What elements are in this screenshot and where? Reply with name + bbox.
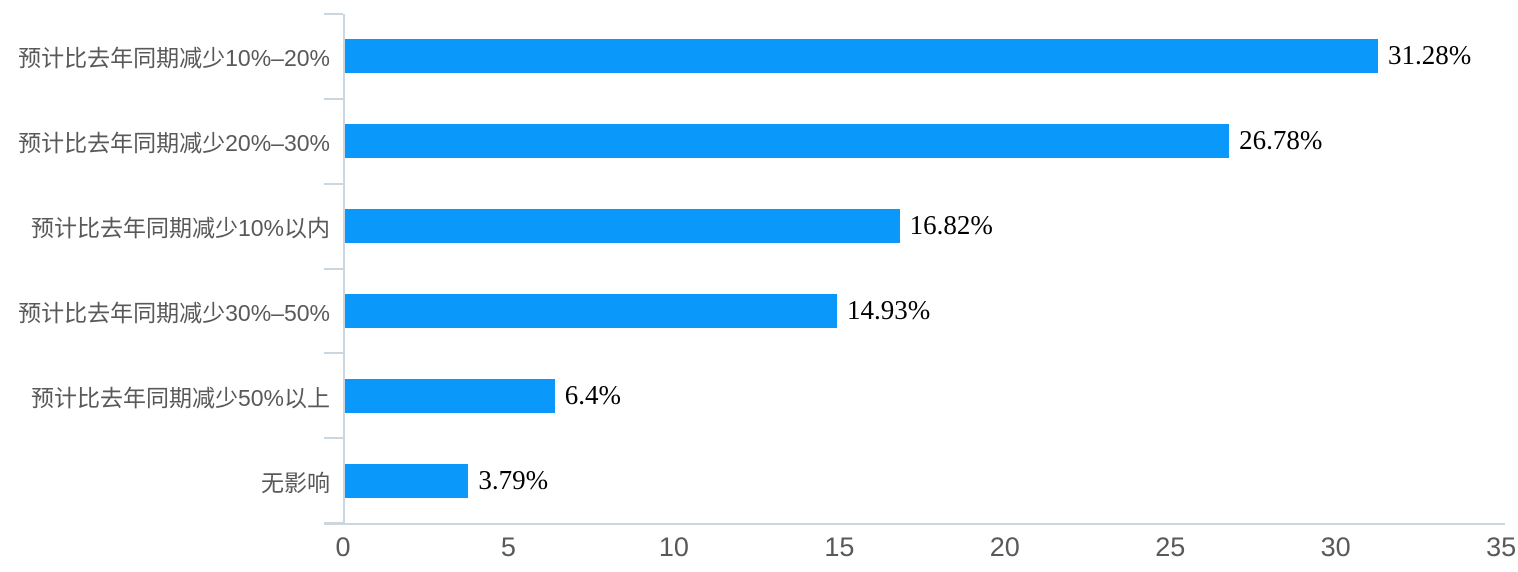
value-label: 16.82% bbox=[909, 209, 993, 240]
bar bbox=[343, 209, 900, 244]
category-label: 无影响 bbox=[261, 469, 330, 496]
x-tick-label: 10 bbox=[658, 532, 689, 562]
category-label: 预计比去年同期减少50%以上 bbox=[30, 384, 330, 411]
y-axis-tick bbox=[324, 352, 343, 355]
bar bbox=[343, 378, 555, 413]
category-label: 预计比去年同期减少20%–30% bbox=[18, 130, 330, 157]
bar bbox=[343, 39, 1379, 74]
y-axis-tick bbox=[324, 437, 343, 440]
value-label: 3.79% bbox=[478, 464, 549, 495]
y-axis-tick bbox=[324, 13, 343, 15]
category-label: 预计比去年同期减少10%–20% bbox=[18, 45, 330, 72]
category-label: 预计比去年同期减少30%–50% bbox=[18, 299, 330, 326]
y-axis-tick bbox=[324, 182, 343, 185]
value-label: 31.28% bbox=[1388, 40, 1472, 71]
bar bbox=[343, 124, 1230, 159]
x-tick-label: 30 bbox=[1320, 532, 1351, 562]
x-tick-label: 35 bbox=[1486, 532, 1517, 562]
x-tick-label: 20 bbox=[989, 532, 1020, 562]
bar bbox=[343, 293, 838, 328]
value-label: 6.4% bbox=[564, 379, 622, 410]
x-tick-label: 0 bbox=[335, 532, 351, 562]
x-axis-line bbox=[324, 523, 1506, 525]
y-axis-tick bbox=[324, 267, 343, 270]
y-axis-line bbox=[343, 14, 345, 523]
x-tick-label: 15 bbox=[824, 532, 855, 562]
value-label: 26.78% bbox=[1239, 125, 1323, 156]
category-label: 预计比去年同期减少10%以内 bbox=[30, 215, 330, 242]
bar bbox=[343, 463, 469, 498]
x-tick-label: 25 bbox=[1155, 532, 1186, 562]
y-axis-tick bbox=[324, 97, 343, 100]
x-tick-label: 5 bbox=[500, 532, 516, 562]
y-axis-tick bbox=[324, 522, 343, 524]
value-label: 14.93% bbox=[847, 294, 931, 325]
